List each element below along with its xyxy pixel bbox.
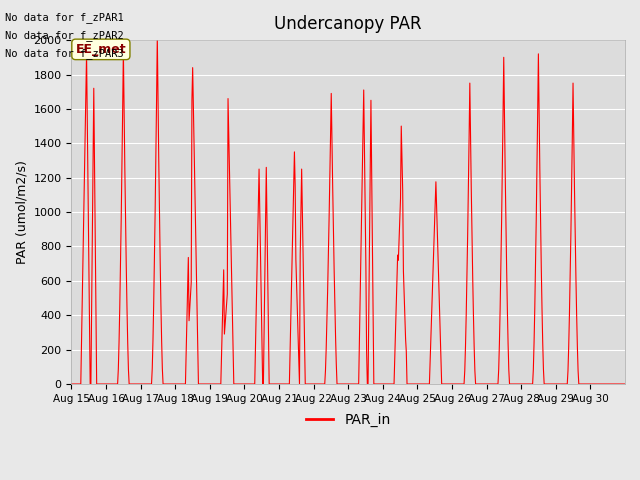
Text: No data for f_zPAR2: No data for f_zPAR2 bbox=[5, 30, 124, 41]
Text: No data for f_zPAR1: No data for f_zPAR1 bbox=[5, 12, 124, 23]
Title: Undercanopy PAR: Undercanopy PAR bbox=[275, 15, 422, 33]
Text: No data for f_zPAR3: No data for f_zPAR3 bbox=[5, 48, 124, 60]
Y-axis label: PAR (umol/m2/s): PAR (umol/m2/s) bbox=[15, 160, 28, 264]
Legend: PAR_in: PAR_in bbox=[300, 407, 396, 432]
Text: EE_met: EE_met bbox=[76, 43, 126, 56]
